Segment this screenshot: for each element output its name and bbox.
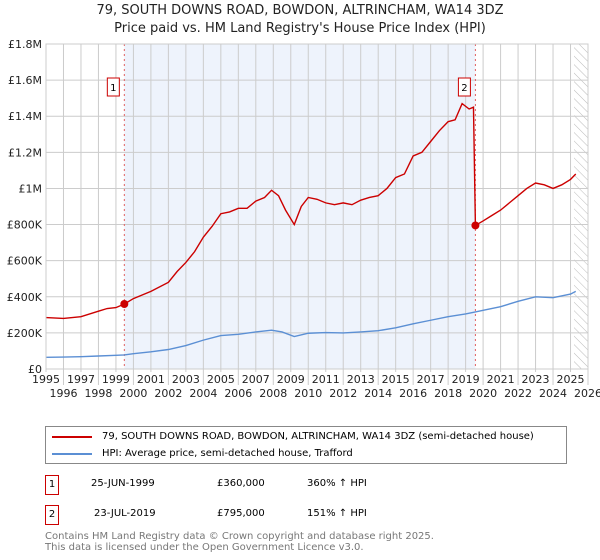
x-tick-label: 2020: [469, 387, 497, 400]
chart-title: 79, SOUTH DOWNS ROAD, BOWDON, ALTRINCHAM…: [96, 3, 504, 18]
x-tick-label: 2021: [487, 373, 515, 386]
x-tick-label: 2000: [119, 387, 147, 400]
y-tick-label: £600K: [7, 255, 43, 268]
sale-badge: 2: [45, 505, 59, 525]
x-tick-label: 2009: [277, 373, 305, 386]
sale-label: 2: [461, 83, 467, 94]
x-tick-label: 1998: [84, 387, 112, 400]
x-tick-label: 2022: [504, 387, 532, 400]
x-tick-label: 2024: [539, 387, 567, 400]
legend-label: 79, SOUTH DOWNS ROAD, BOWDON, ALTRINCHAM…: [102, 431, 534, 442]
sale-hpi: 151% ↑ HPI: [307, 508, 367, 519]
sale-price: £795,000: [217, 508, 265, 519]
x-tick-label: 2011: [312, 373, 340, 386]
sale-date: 25-JUN-1999: [91, 478, 155, 489]
hpi-line: [45, 290, 577, 358]
x-tick-label: 2016: [399, 387, 427, 400]
sale-badge: 1: [45, 475, 59, 495]
price-chart: 1995199619971998199920002001200220032004…: [7, 38, 600, 400]
sale-point: [120, 300, 129, 308]
sale-label: 1: [110, 83, 116, 94]
sale-price: £360,000: [217, 478, 265, 489]
x-tick-label: 1997: [67, 373, 95, 386]
y-tick-label: £1.2M: [8, 146, 42, 159]
plot-border: [45, 43, 589, 370]
property-price-line: [45, 102, 577, 320]
x-tick-label: 2010: [294, 387, 322, 400]
y-tick-label: £200K: [7, 327, 43, 340]
forecast-hatch: [574, 44, 588, 369]
x-tick-label: 1999: [102, 373, 130, 386]
x-tick-label: 2023: [522, 373, 550, 386]
x-tick-label: 2019: [452, 373, 480, 386]
y-tick-label: £0: [28, 363, 42, 376]
x-tick-label: 2003: [172, 373, 200, 386]
sale-date: 23-JUL-2019: [94, 508, 156, 519]
footer-licence: This data is licensed under the Open Gov…: [45, 542, 364, 553]
x-tick-label: 1995: [32, 373, 60, 386]
y-tick-label: £1.8M: [8, 38, 42, 51]
x-tick-label: 2006: [224, 387, 252, 400]
y-tick-label: £800K: [7, 219, 43, 232]
sale-label-box: [457, 77, 471, 97]
sale-hpi: 360% ↑ HPI: [307, 478, 367, 489]
x-tick-label: 2005: [207, 373, 235, 386]
x-tick-label: 2013: [347, 373, 375, 386]
x-tick-label: 2008: [259, 387, 287, 400]
ownership-shading: [124, 44, 476, 369]
chart-subtitle: Price paid vs. HM Land Registry's House …: [114, 21, 486, 36]
x-tick-label: 2014: [364, 387, 392, 400]
legend: 79, SOUTH DOWNS ROAD, BOWDON, ALTRINCHAM…: [45, 426, 567, 464]
x-tick-label: 2007: [242, 373, 270, 386]
sale-point: [471, 221, 480, 230]
y-tick-label: £1M: [19, 182, 43, 195]
legend-item-hpi: HPI: Average price, semi-detached house,…: [52, 448, 353, 459]
x-tick-label: 2018: [434, 387, 462, 400]
y-tick-label: £1.6M: [8, 74, 42, 87]
legend-item-property: 79, SOUTH DOWNS ROAD, BOWDON, ALTRINCHAM…: [52, 431, 534, 442]
x-tick-label: 2015: [382, 373, 410, 386]
footer-copyright: Contains HM Land Registry data © Crown c…: [45, 531, 434, 542]
x-tick-label: 1996: [49, 387, 77, 400]
y-tick-label: £400K: [7, 291, 43, 304]
legend-label: HPI: Average price, semi-detached house,…: [102, 448, 353, 459]
x-tick-label: 2017: [417, 373, 445, 386]
y-tick-label: £1.4M: [8, 110, 42, 123]
footer: Contains HM Land Registry data © Crown c…: [45, 531, 434, 553]
x-tick-label: 2012: [329, 387, 357, 400]
x-tick-label: 2002: [154, 387, 182, 400]
sale-label-box: [106, 77, 120, 97]
x-tick-label: 2026: [574, 387, 600, 400]
x-tick-label: 2001: [137, 373, 165, 386]
x-tick-label: 2004: [189, 387, 217, 400]
x-tick-label: 2025: [557, 373, 585, 386]
